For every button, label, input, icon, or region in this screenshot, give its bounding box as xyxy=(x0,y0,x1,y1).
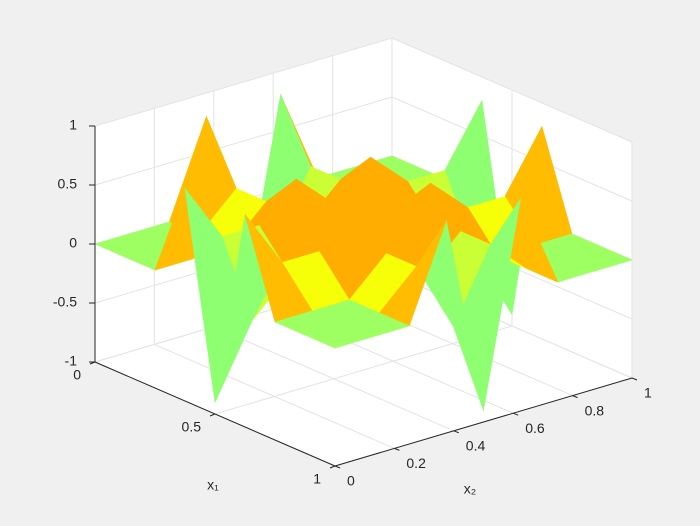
y-tick-label: 0.4 xyxy=(466,438,486,454)
y-axis-label: x₂ xyxy=(464,481,476,497)
x-tick-label: 0 xyxy=(73,367,81,383)
z-tick-label: 1 xyxy=(69,117,77,133)
y-tick-label: 0.6 xyxy=(525,420,545,436)
y-tick xyxy=(631,377,638,381)
z-tick-label: -1 xyxy=(65,353,78,369)
y-tick xyxy=(453,430,459,434)
y-tick xyxy=(572,395,578,399)
x-tick-label: 1 xyxy=(313,471,321,487)
x-tick-label: 0.5 xyxy=(182,419,202,435)
grid-line xyxy=(94,37,393,127)
z-tick-label: -0.5 xyxy=(53,294,77,310)
y-tick-label: 0.8 xyxy=(585,402,605,418)
x-tick xyxy=(89,361,96,365)
x-tick xyxy=(329,465,336,469)
z-tick-label: 0.5 xyxy=(58,176,78,192)
y-tick-label: 0.2 xyxy=(406,455,426,471)
y-tick-label: 0 xyxy=(347,473,355,489)
y-axis xyxy=(334,377,633,467)
grid-line xyxy=(94,96,393,186)
surface xyxy=(94,93,633,412)
y-tick-label: 1 xyxy=(644,385,652,401)
y-tick xyxy=(513,412,519,416)
x-axis-label: x₁ xyxy=(207,477,219,493)
axes: -1 -0.5 0 0.5 1 0 0.5 1 0 0.2 0.4 0.6 0.8 1 xyxy=(53,117,652,489)
z-tick-label: 0 xyxy=(69,235,77,251)
y-tick xyxy=(334,465,341,469)
surface-patch xyxy=(304,323,374,349)
x-tick xyxy=(209,413,216,417)
y-tick xyxy=(394,447,400,451)
